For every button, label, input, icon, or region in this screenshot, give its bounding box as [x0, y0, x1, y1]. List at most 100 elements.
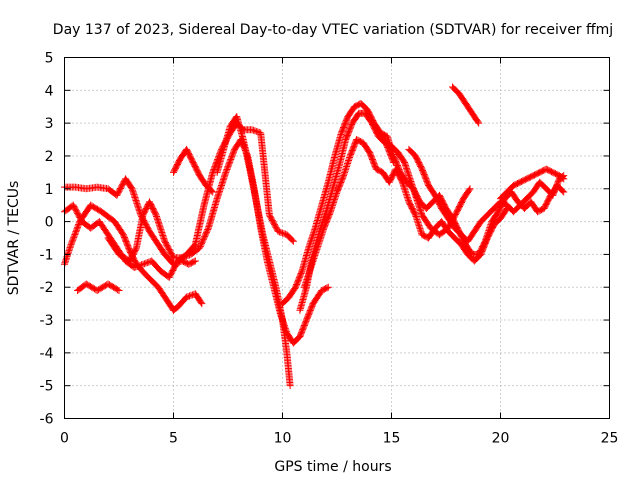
data-point-marker	[486, 222, 494, 230]
data-point-marker	[385, 137, 393, 145]
data-point-marker	[340, 170, 348, 178]
data-point-marker	[70, 233, 78, 241]
data-point-marker	[384, 134, 392, 142]
data-point-marker	[309, 257, 317, 265]
data-point-marker	[222, 167, 230, 175]
data-point-marker	[417, 226, 425, 234]
data-point-marker	[226, 158, 234, 166]
data-point-marker	[229, 150, 237, 158]
y-tick-label: 2	[45, 149, 54, 165]
data-point-marker	[130, 264, 138, 272]
data-point-marker	[306, 241, 314, 249]
data-point-marker	[198, 300, 206, 308]
data-point-marker	[314, 242, 322, 250]
data-point-marker	[485, 227, 493, 235]
data-point-marker	[412, 213, 420, 221]
data-point-marker	[308, 259, 316, 267]
y-tick-label: -2	[40, 280, 54, 296]
x-tick-label: 20	[492, 431, 510, 447]
data-point-marker	[330, 196, 338, 204]
data-point-marker	[311, 251, 319, 259]
data-point-marker	[323, 284, 331, 292]
series-arc-9	[296, 109, 474, 314]
data-point-marker	[402, 189, 410, 197]
data-point-marker	[403, 192, 411, 200]
data-point-marker	[332, 191, 340, 199]
data-point-marker	[303, 276, 311, 284]
data-point-marker	[345, 155, 353, 163]
data-point-marker	[132, 245, 140, 253]
data-point-marker	[138, 261, 146, 269]
data-point-marker	[484, 230, 492, 238]
data-point-marker	[401, 186, 409, 194]
data-point-marker	[399, 181, 407, 189]
data-point-marker	[318, 229, 326, 237]
data-point-marker	[400, 184, 408, 192]
data-point-marker	[345, 156, 353, 164]
data-point-marker	[190, 258, 198, 266]
axis-ticks: 0 5 10 15 20 25 -6 -5 -4 -3 -2 -1 0 1 2 3 4 5	[40, 51, 619, 447]
data-point-marker	[416, 225, 424, 233]
data-point-marker	[319, 227, 327, 235]
data-point-marker	[388, 147, 396, 155]
y-tick-label: 1	[45, 182, 54, 198]
data-point-marker	[414, 219, 422, 227]
data-point-marker	[412, 214, 420, 222]
data-point-marker	[180, 253, 188, 261]
data-point-marker	[386, 141, 394, 149]
data-point-marker	[223, 164, 231, 172]
data-point-marker	[486, 224, 494, 232]
data-point-marker	[331, 194, 339, 202]
data-point-marker	[298, 268, 306, 276]
data-point-marker	[389, 149, 397, 157]
data-point-marker	[482, 234, 490, 242]
data-point-marker	[346, 153, 354, 161]
data-point-marker	[115, 287, 123, 295]
data-point-marker	[209, 188, 217, 196]
data-point-marker	[342, 166, 350, 174]
series-arc-14	[497, 165, 568, 203]
data-point-marker	[306, 239, 314, 247]
data-point-marker	[343, 161, 351, 169]
x-axis-label: GPS time / hours	[274, 459, 391, 475]
data-point-marker	[306, 267, 314, 275]
data-point-marker	[301, 280, 309, 288]
data-point-marker	[385, 138, 393, 146]
data-point-marker	[387, 144, 395, 152]
series-arc-3	[61, 119, 297, 281]
data-point-marker	[304, 271, 312, 279]
data-point-marker	[251, 127, 259, 135]
data-point-marker	[67, 241, 75, 249]
series-arc-4	[74, 280, 123, 295]
data-point-marker	[184, 293, 192, 301]
data-point-marker	[317, 232, 325, 240]
data-point-marker	[318, 230, 326, 238]
data-point-marker	[484, 228, 492, 236]
y-tick-label: 0	[45, 215, 54, 231]
data-point-marker	[313, 244, 321, 252]
data-point-marker	[344, 158, 352, 166]
data-point-marker	[143, 259, 151, 267]
data-point-marker	[73, 225, 81, 233]
data-point-marker	[71, 229, 79, 237]
data-point-marker	[225, 160, 233, 168]
data-point-marker	[132, 263, 140, 271]
data-point-marker	[69, 236, 77, 244]
data-point-marker	[416, 223, 424, 231]
data-point-marker	[560, 175, 568, 183]
data-point-marker	[343, 163, 351, 171]
data-point-marker	[481, 237, 489, 245]
data-point-marker	[324, 283, 332, 291]
series-arc-12	[405, 145, 568, 245]
data-point-marker	[280, 230, 288, 238]
data-point-marker	[306, 265, 314, 273]
data-point-marker	[487, 221, 495, 229]
data-point-marker	[67, 242, 75, 250]
data-point-marker	[223, 165, 231, 173]
data-point-marker	[317, 233, 325, 241]
data-point-marker	[386, 140, 394, 148]
data-point-marker	[61, 259, 69, 267]
data-point-marker	[252, 127, 260, 135]
data-point-marker	[303, 274, 311, 282]
